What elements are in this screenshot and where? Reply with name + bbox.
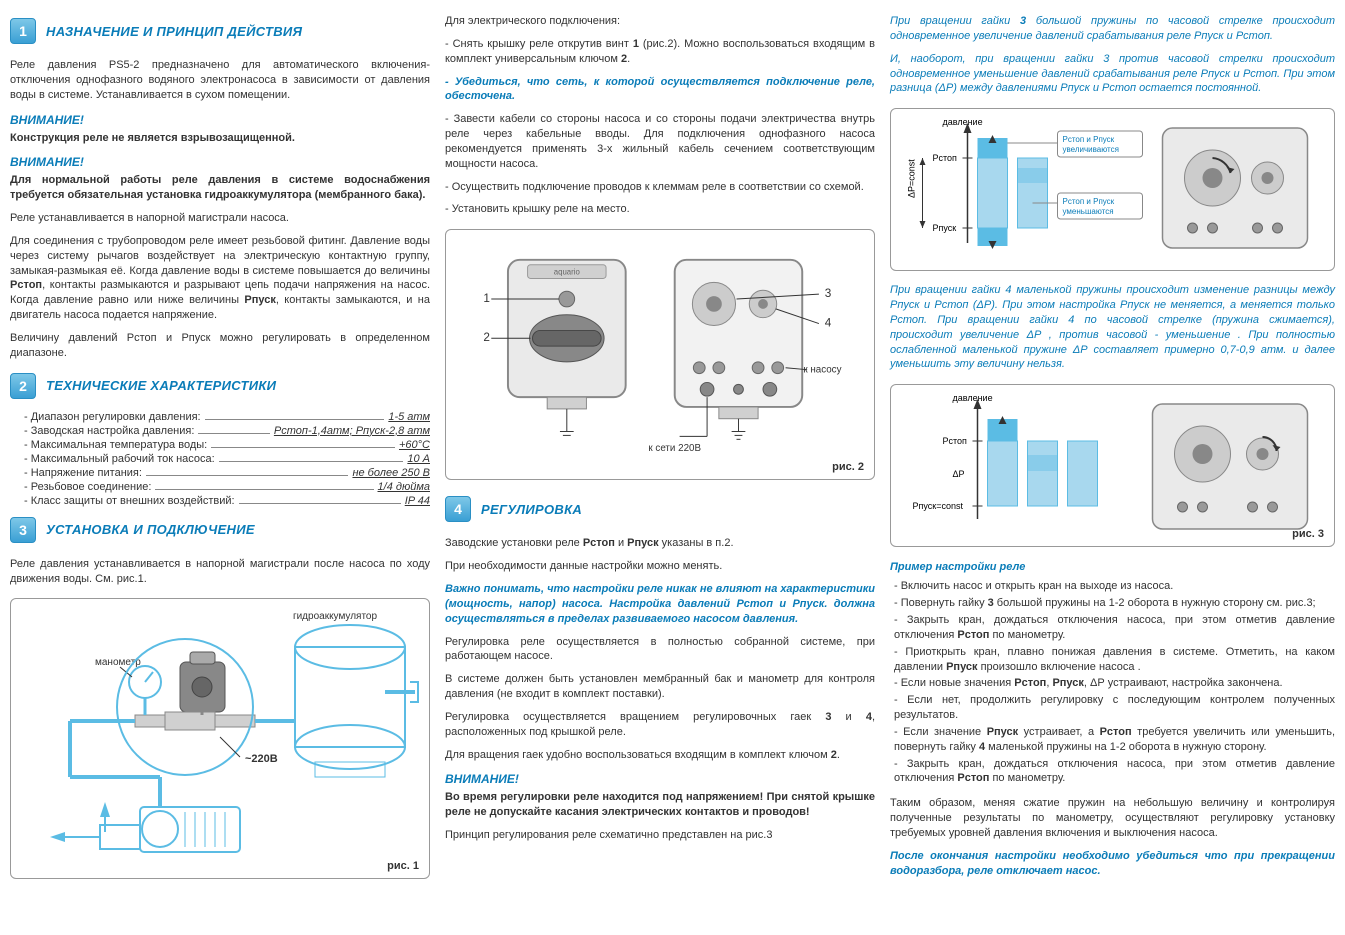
c3-mid: При вращении гайки 4 маленькой пружины п… <box>890 283 1335 372</box>
svg-text:давление: давление <box>943 117 983 127</box>
section-2-head: 2 ТЕХНИЧЕСКИЕ ХАРАКТЕРИСТИКИ <box>10 373 430 399</box>
c2-p6: - Установить крышку реле на место. <box>445 202 875 217</box>
svg-text:Рстоп: Рстоп <box>943 436 968 446</box>
badge-4: 4 <box>445 496 471 522</box>
badge-3: 3 <box>10 517 36 543</box>
svg-text:3: 3 <box>825 287 832 300</box>
fig3b-svg: давление Рстоп ΔР Рпуск=const <box>895 389 1330 539</box>
s4-p4: Регулировка реле осуществляется в полнос… <box>445 635 875 665</box>
s1-p3: Для соединения с трубопроводом реле имее… <box>10 234 430 323</box>
figure-3b: давление Рстоп ΔР Рпуск=const <box>890 384 1335 547</box>
s4-p3: Важно понимать, что настройки реле никак… <box>445 582 875 627</box>
s1-warn2: ВНИМАНИЕ! <box>10 155 430 169</box>
spec-row: - Максимальная температура воды:+60°C <box>10 439 430 451</box>
s1-warn1: ВНИМАНИЕ! <box>10 113 430 127</box>
spec-row: - Резьбовое соединение:1/4 дюйма <box>10 481 430 493</box>
section-3-title: УСТАНОВКА И ПОДКЛЮЧЕНИЕ <box>46 522 255 537</box>
svg-text:к сети 220В: к сети 220В <box>648 443 701 454</box>
column-3: При вращении гайки 3 большой пружины по … <box>890 10 1335 887</box>
svg-text:2: 2 <box>483 332 490 345</box>
c2-p3: - Убедиться, что сеть, к которой осущест… <box>445 75 875 105</box>
s1-p4: Величину давлений Рстоп и Рпуск можно ре… <box>10 331 430 361</box>
section-1-title: НАЗНАЧЕНИЕ И ПРИНЦИП ДЕЙСТВИЯ <box>46 24 302 39</box>
svg-text:Рстоп и Рпускуменьшаются: Рстоп и Рпускуменьшаются <box>1063 197 1115 216</box>
example-item: - Включить насос и открыть кран на выход… <box>890 579 1335 594</box>
example-end: Таким образом, меняя сжатие пружин на не… <box>890 796 1335 841</box>
c2-p2: - Снять крышку реле открутив винт 1 (рис… <box>445 37 875 67</box>
fig3a-svg: давление Рстоп Рпуск ΔР=const Рстоп и Рп… <box>895 113 1330 263</box>
fig1-caption: рис. 1 <box>387 860 419 872</box>
figure-1: гидроаккумулятор манометр ~ <box>10 598 430 879</box>
s1-p1: Реле давления PS5-2 предназначено для ав… <box>10 58 430 103</box>
fig3b-caption: рис. 3 <box>1292 528 1324 540</box>
spec-row: - Заводская настройка давления:Рстоп-1,4… <box>10 425 430 437</box>
s1-warn1-text: Конструкция реле не является взрывозащищ… <box>10 131 430 146</box>
s1-warn2-text: Для нормальной работы реле давления в си… <box>10 173 430 203</box>
section-1-head: 1 НАЗНАЧЕНИЕ И ПРИНЦИП ДЕЙСТВИЯ <box>10 18 430 44</box>
example-final: После окончания настройки необходимо убе… <box>890 849 1335 879</box>
example-list: - Включить насос и открыть кран на выход… <box>890 577 1335 788</box>
example-item: - Если значение Рпуск устраивает, а Рсто… <box>890 725 1335 755</box>
spec-row: - Класс защиты от внешних воздействий:IP… <box>10 495 430 507</box>
c2-p1: Для электрического подключения: <box>445 14 875 29</box>
s4-p5: В системе должен быть установлен мембран… <box>445 672 875 702</box>
fig2-caption: рис. 2 <box>832 461 864 473</box>
example-item: - Приоткрыть кран, плавно понижая давлен… <box>890 645 1335 675</box>
s4-p6: Регулировка осуществляется вращением рег… <box>445 710 875 740</box>
spec-row: - Напряжение питания:не более 250 В <box>10 467 430 479</box>
s4-p1: Заводские установки реле Рстоп и Рпуск у… <box>445 536 875 551</box>
example-item: - Если новые значения Рстоп, Рпуск, ΔР у… <box>890 676 1335 691</box>
fig2-svg: aquario 1 2 3 <box>454 238 866 468</box>
s3-p1: Реле давления устанавливается в напорной… <box>10 557 430 587</box>
svg-text:Рстоп и Рпускувеличиваются: Рстоп и Рпускувеличиваются <box>1063 135 1119 154</box>
section-2-title: ТЕХНИЧЕСКИЕ ХАРАКТЕРИСТИКИ <box>46 378 276 393</box>
badge-2: 2 <box>10 373 36 399</box>
example-title: Пример настройки реле <box>890 561 1335 573</box>
svg-text:Рстоп: Рстоп <box>933 153 958 163</box>
spec-row: - Диапазон регулировки давления:1-5 атм <box>10 411 430 423</box>
spec-list: - Диапазон регулировки давления:1-5 атм -… <box>10 409 430 509</box>
svg-text:aquario: aquario <box>554 268 581 277</box>
figure-2: aquario 1 2 3 <box>445 229 875 480</box>
svg-text:давление: давление <box>953 393 993 403</box>
column-2: Для электрического подключения: - Снять … <box>445 10 875 887</box>
c2-p5: - Осуществить подключение проводов к кле… <box>445 180 875 195</box>
section-3-head: 3 УСТАНОВКА И ПОДКЛЮЧЕНИЕ <box>10 517 430 543</box>
fig1-svg: гидроаккумулятор манометр ~ <box>19 607 421 867</box>
column-1: 1 НАЗНАЧЕНИЕ И ПРИНЦИП ДЕЙСТВИЯ Реле дав… <box>10 10 430 887</box>
c2-p4: - Завести кабели со стороны насоса и со … <box>445 112 875 171</box>
svg-text:4: 4 <box>825 317 832 330</box>
figure-3a: давление Рстоп Рпуск ΔР=const Рстоп и Рп… <box>890 108 1335 271</box>
example-item: - Закрыть кран, дождаться отключения нас… <box>890 613 1335 643</box>
badge-1: 1 <box>10 18 36 44</box>
svg-text:~220В: ~220В <box>245 753 278 765</box>
example-item: - Закрыть кран, дождаться отключения нас… <box>890 757 1335 787</box>
s1-p2: Реле устанавливается в напорной магистра… <box>10 211 430 226</box>
s4-p8: Принцип регулирования реле схематично пр… <box>445 828 875 843</box>
svg-text:гидроаккумулятор: гидроаккумулятор <box>293 611 378 622</box>
svg-text:к насосу: к насосу <box>803 365 841 376</box>
example-item: - Если нет, продолжить регулировку с пос… <box>890 693 1335 723</box>
s4-p2: При необходимости данные настройки можно… <box>445 559 875 574</box>
svg-text:ΔР: ΔР <box>953 469 965 479</box>
s4-p7: Для вращения гаек удобно воспользоваться… <box>445 748 875 763</box>
svg-text:ΔР=const: ΔР=const <box>907 159 917 198</box>
example-item: - Повернуть гайку 3 большой пружины на 1… <box>890 596 1335 611</box>
section-4-title: РЕГУЛИРОВКА <box>481 502 582 517</box>
c3-p1: При вращении гайки 3 большой пружины по … <box>890 14 1335 44</box>
section-4-head: 4 РЕГУЛИРОВКА <box>445 496 875 522</box>
s4-warn-text: Во время регулировки реле находится под … <box>445 790 875 820</box>
c3-p2: И, наоборот, при вращении гайки 3 против… <box>890 52 1335 97</box>
spec-row: - Максимальный рабочий ток насоса:10 А <box>10 453 430 465</box>
svg-text:Рпуск: Рпуск <box>933 223 957 233</box>
svg-text:1: 1 <box>483 292 490 305</box>
s4-warn: ВНИМАНИЕ! <box>445 772 875 786</box>
svg-text:Рпуск=const: Рпуск=const <box>913 501 964 511</box>
